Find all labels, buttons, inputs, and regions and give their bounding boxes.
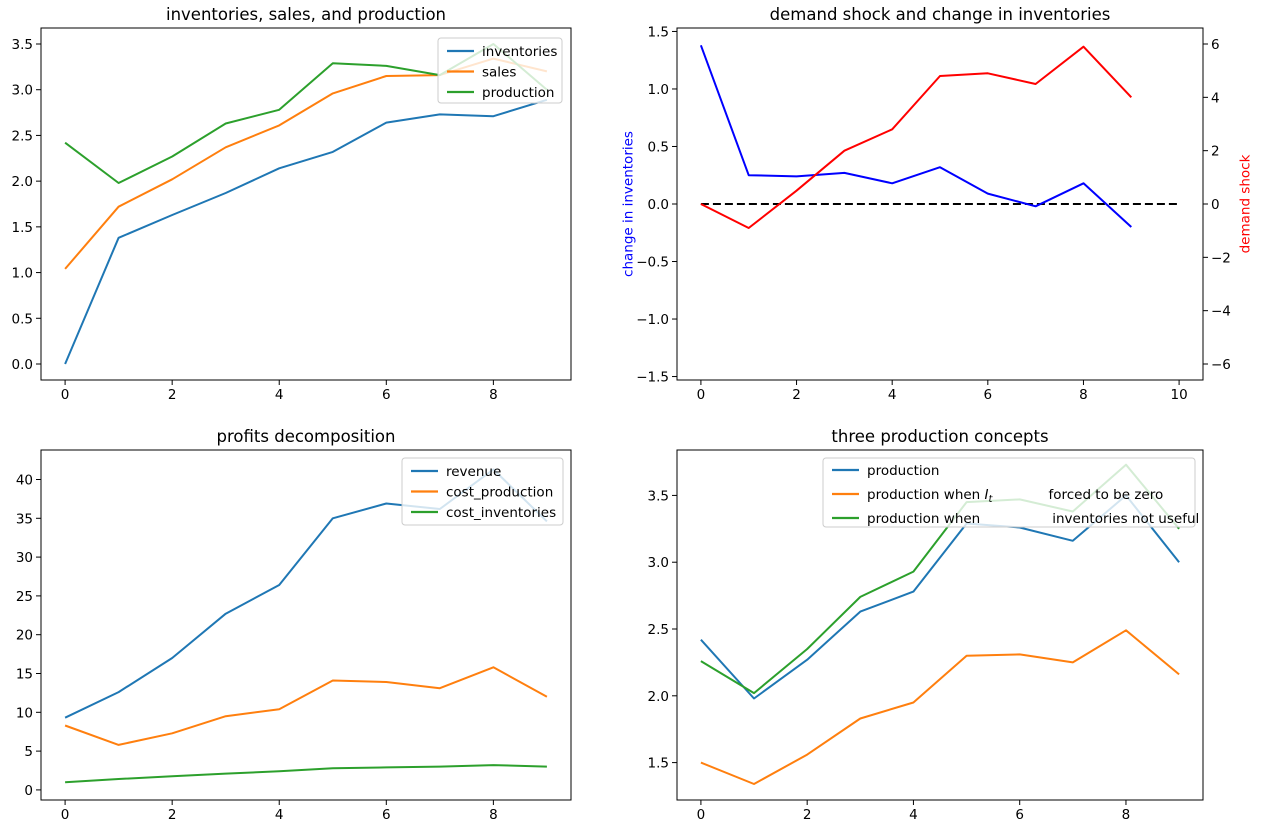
chart-title-three-production-concepts: three production concepts [831, 427, 1049, 446]
x-tick-label: 8 [489, 807, 498, 823]
legend-label-inventories: inventories [482, 44, 557, 60]
chart-title-profits-decomposition: profits decomposition [216, 427, 396, 446]
y-tick-label: 0 [24, 783, 33, 799]
chart-demand-shock-and-change-in-inventories: 0 2 4 6 8 10 1.5 1.0 0.5 0.0 −0.5 −1.0 −1.5 6 4 2 0 −2 −4 −… [636, 24, 1231, 403]
chart-title-inventories-sales-production: inventories, sales, and production [165, 5, 447, 24]
x-tick-label: 6 [984, 387, 993, 403]
x-tick-label: 2 [803, 807, 812, 823]
y-tick-label: 1.0 [648, 82, 669, 98]
x-tick-label: 0 [697, 807, 706, 823]
x-tick-label: 0 [61, 387, 70, 403]
y-tick-label: 0.5 [12, 311, 33, 327]
legend-box [822, 457, 1196, 528]
y-tick-label: 2.5 [12, 128, 33, 144]
x-tick-label: 6 [382, 807, 391, 823]
x-tick-label: 2 [168, 807, 177, 823]
series-line-production-when-it-forced-to-be-zero [700, 629, 1180, 785]
y-tick-label: 0.0 [648, 197, 669, 213]
x-tick-label: 2 [792, 387, 801, 403]
legend-label-production: production [867, 463, 940, 479]
y-tick-label: 1.5 [12, 220, 33, 236]
x-tick-label: 10 [1170, 387, 1187, 403]
x-tick-label: 0 [61, 807, 70, 823]
x-tick-label: 0 [697, 387, 706, 403]
x-tick-label: 2 [168, 387, 177, 403]
y-tick-label: 10 [16, 705, 33, 721]
chart-profits-decomposition: 0 2 4 6 8 0 5 10 15 20 25 30 35 40 revenue cost_product… [16, 449, 572, 823]
y-tick-label: 15 [16, 667, 33, 683]
right-y-tick-label: 2 [1211, 144, 1220, 160]
x-tick-label: 6 [1015, 807, 1024, 823]
legend-label-production: production [482, 85, 555, 101]
legend-box [401, 457, 564, 526]
y-tick-label: 2.0 [648, 689, 669, 705]
y-tick-label: 20 [16, 628, 33, 644]
y-tick-label: 25 [16, 589, 33, 605]
y-tick-label: 3.5 [12, 37, 33, 53]
plot-frame [676, 449, 1204, 801]
y-tick-label: 2.5 [648, 622, 669, 638]
y-tick-label: 3.0 [648, 555, 669, 571]
chart-inventories-sales-production: 0 2 4 6 8 0.0 0.5 1.0 1.5 2.0 2.5 3.0 3.5 inventories… [12, 27, 572, 403]
y-tick-label: 0.5 [648, 139, 669, 155]
y-tick-label: −1.5 [636, 370, 669, 386]
legend-label-cost-production: cost_production [446, 485, 553, 501]
y-tick-label: 5 [24, 744, 33, 760]
y-tick-label: −1.0 [636, 312, 669, 328]
series-line-demand-shock [700, 45, 1133, 229]
legend-label-production-when-inventories-not-useful: production when inventories not useful [867, 511, 1199, 527]
y-tick-label: 40 [16, 472, 33, 488]
x-tick-label: 8 [489, 387, 498, 403]
legend-label-sales: sales [482, 65, 516, 81]
right-y-tick-label: −2 [1211, 250, 1231, 266]
plot-frame [40, 27, 572, 381]
x-tick-label: 4 [275, 807, 284, 823]
x-tick-label: 8 [1079, 387, 1088, 403]
series-line-cost-production [64, 666, 548, 746]
y-tick-label: 3.0 [12, 83, 33, 99]
x-tick-label: 8 [1122, 807, 1131, 823]
plot-frame [40, 449, 572, 801]
y-tick-label: 1.5 [648, 24, 669, 40]
chart-title-demand-shock-and-change-in-inventories: demand shock and change in inventories [769, 5, 1111, 24]
legend-label-cost-inventories: cost_inventories [446, 505, 556, 521]
ylabel-demand-shock: demand shock [1237, 154, 1254, 254]
y-tick-label: 0.0 [12, 357, 33, 373]
x-tick-label: 4 [275, 387, 284, 403]
x-tick-label: 4 [909, 807, 918, 823]
x-tick-label: 4 [888, 387, 897, 403]
chart-three-production-concepts: 0 2 4 6 8 1.5 2.0 2.5 3.0 3.5 production production… [648, 449, 1204, 823]
y-tick-label: 1.0 [12, 266, 33, 282]
y-tick-label: 30 [16, 550, 33, 566]
right-y-tick-label: −6 [1211, 357, 1231, 373]
right-y-tick-label: 0 [1211, 197, 1220, 213]
y-tick-label: −0.5 [636, 255, 669, 271]
legend-label-revenue: revenue [446, 464, 501, 480]
legend-label-production-when-i-forced-to-be-zero: production when It forced to be zero [867, 487, 1163, 505]
x-tick-label: 6 [382, 387, 391, 403]
y-tick-label: 2.0 [12, 174, 33, 190]
legend-box [437, 37, 563, 104]
y-tick-label: 3.5 [648, 488, 669, 504]
right-y-tick-label: −4 [1211, 304, 1231, 320]
y-tick-label: 1.5 [648, 756, 669, 772]
series-line-inventories [64, 98, 548, 365]
right-y-tick-label: 4 [1211, 90, 1220, 106]
series-line-cost-inventories [65, 764, 547, 784]
y-tick-label: 35 [16, 511, 33, 527]
series-line-change-in-inventories [699, 44, 1132, 228]
right-y-tick-label: 6 [1211, 37, 1220, 53]
ylabel-change-in-inventories: change in inventories [620, 131, 637, 277]
